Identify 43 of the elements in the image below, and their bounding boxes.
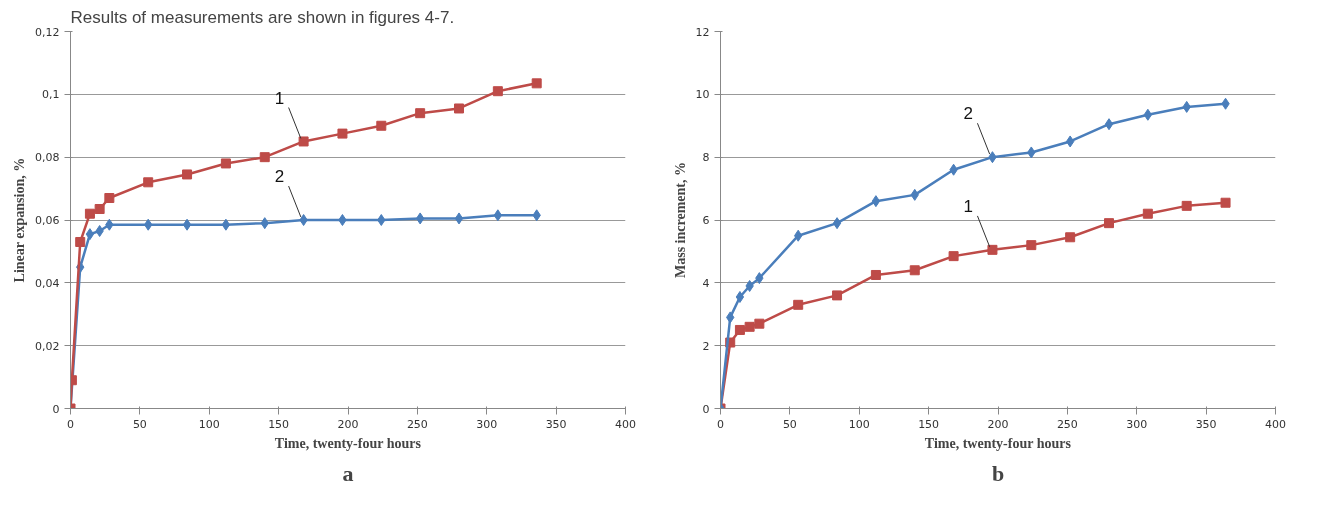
y-tick-label: 0,02 bbox=[35, 339, 60, 353]
x-tick-label: 300 bbox=[476, 417, 498, 431]
y-tick-label: 0,12 bbox=[35, 25, 60, 39]
y-tick-label: 2 bbox=[702, 339, 710, 353]
y-tick-label: 12 bbox=[695, 25, 710, 39]
x-tick-label: 0 bbox=[717, 417, 724, 431]
x-tick-label: 350 bbox=[1195, 417, 1217, 431]
text: Results of measurements are shown in figures 4-7. bbox=[70, 7, 455, 27]
x-tick-label: 50 bbox=[782, 417, 797, 431]
y-axis-title: Linear expansion, % bbox=[12, 157, 28, 283]
x-tick-label: 400 bbox=[1265, 417, 1286, 431]
x-tick-label: 150 bbox=[918, 417, 940, 431]
y-tick-label: 0 bbox=[702, 402, 710, 416]
series-label: 2 bbox=[274, 167, 285, 187]
text: a bbox=[342, 460, 354, 486]
x-tick-label: 300 bbox=[1126, 417, 1148, 431]
text: b bbox=[991, 460, 1005, 486]
x-tick-label: 350 bbox=[545, 417, 567, 431]
y-tick-label: 8 bbox=[702, 151, 710, 165]
x-axis-title: Time, twenty-four hours bbox=[274, 435, 422, 451]
text: 2 bbox=[963, 104, 974, 124]
y-tick-label: 0,06 bbox=[35, 214, 60, 227]
series-label: 1 bbox=[274, 88, 285, 108]
y-tick-label: 10 bbox=[695, 88, 710, 102]
y-tick-label: 6 bbox=[702, 214, 710, 227]
series-label: 1 bbox=[963, 197, 974, 217]
x-tick-label: 150 bbox=[268, 417, 290, 431]
x-tick-label: 100 bbox=[198, 417, 220, 431]
y-tick-label: 0,1 bbox=[42, 88, 60, 102]
x-tick-label: 0 bbox=[67, 417, 74, 431]
x-tick-label: 250 bbox=[406, 417, 428, 431]
x-tick-label: 100 bbox=[848, 417, 870, 431]
x-tick-label: 250 bbox=[1056, 417, 1078, 431]
y-tick-label: 0,08 bbox=[35, 151, 60, 165]
y-tick-label: 4 bbox=[702, 276, 710, 290]
y-tick-label: 0 bbox=[52, 402, 60, 416]
y-tick-label: 0,04 bbox=[35, 276, 60, 290]
x-tick-label: 200 bbox=[987, 417, 1009, 431]
y-axis-title: Mass increment, % bbox=[672, 162, 688, 278]
x-tick-label: 50 bbox=[132, 417, 147, 431]
x-axis-title: Time, twenty-four hours bbox=[924, 435, 1072, 451]
x-tick-label: 400 bbox=[615, 417, 636, 431]
x-tick-label: 200 bbox=[337, 417, 359, 431]
